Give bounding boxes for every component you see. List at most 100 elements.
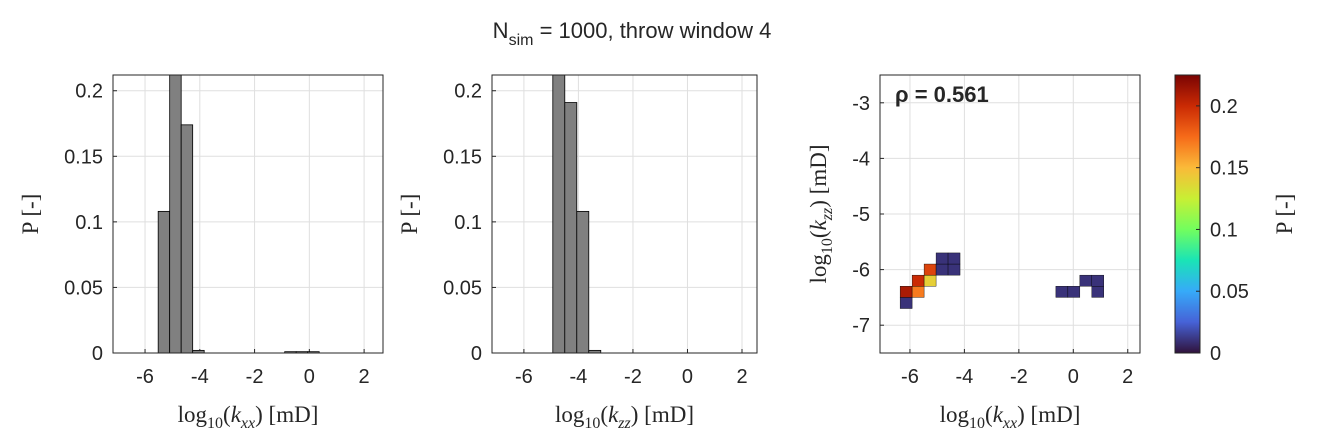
bar	[180, 124, 194, 353]
label-part: ) [mD]	[1017, 402, 1080, 427]
plot-area	[552, 75, 602, 353]
y-tick-label: -3	[852, 93, 870, 115]
label-part: zz	[617, 415, 631, 432]
y-tick-label: 0	[471, 343, 482, 365]
x-tick-label: -4	[955, 366, 973, 388]
label-part: 10	[584, 415, 600, 432]
x-tick-label: -4	[570, 366, 588, 388]
heatmap-cell	[911, 274, 925, 287]
y-tick-label: 0.05	[64, 277, 103, 299]
plot-area	[157, 75, 320, 353]
label-part: 10	[969, 415, 985, 432]
y-tick-label: -4	[852, 148, 870, 170]
x-tick-label: 2	[736, 366, 747, 388]
heatmap-cell	[1091, 274, 1104, 287]
title-sub: sim	[509, 32, 534, 49]
x-tick-label: 2	[1122, 366, 1133, 388]
colorbar-tick-label: 0	[1210, 343, 1221, 365]
heatmap-cell	[899, 297, 913, 309]
y-axis-label: P [-]	[18, 194, 43, 235]
bar	[576, 210, 590, 353]
colorbar-tick-label: 0.05	[1210, 281, 1249, 303]
label-part: xx	[1002, 415, 1017, 432]
heatmap-cell	[911, 286, 925, 298]
heatmap-cell	[947, 263, 961, 276]
label-part: xx	[240, 415, 255, 432]
label-part: ) [mD]	[806, 145, 831, 208]
bar	[564, 102, 578, 353]
x-tick-label: -6	[901, 366, 919, 388]
heatmap-cell	[1055, 286, 1069, 298]
heatmap-cell	[923, 263, 937, 276]
x-tick-label: 0	[1068, 366, 1079, 388]
label-part: log	[555, 402, 585, 427]
label-part: 10	[207, 415, 223, 432]
heatmap-cell	[923, 274, 937, 287]
label-part: k	[608, 402, 619, 427]
bar	[157, 210, 171, 353]
y-tick-label: 0	[92, 343, 103, 365]
label-part: ) [mD]	[631, 402, 694, 427]
axis-label: log10(kzz) [mD]	[806, 145, 836, 284]
x-tick-label: -2	[624, 366, 642, 388]
x-tick-label: -2	[246, 366, 264, 388]
axes-background	[113, 75, 383, 353]
x-tick-label: 0	[304, 366, 315, 388]
bar	[552, 75, 566, 353]
label-part: zz	[819, 207, 836, 221]
y-tick-label: 0.15	[64, 146, 103, 168]
x-tick-label: 0	[682, 366, 693, 388]
y-tick-label: 0.05	[443, 277, 482, 299]
axes-background	[492, 75, 757, 353]
axis-label: log10(kxx) [mD]	[178, 402, 319, 432]
axis-label: log10(kxx) [mD]	[940, 402, 1081, 432]
label-part: k	[806, 219, 831, 230]
title-main: N	[493, 18, 509, 43]
bar	[307, 351, 320, 353]
heatmap-cell	[935, 263, 949, 276]
label-part: (	[223, 402, 231, 427]
label-part: 10	[819, 238, 836, 254]
label-part: ) [mD]	[255, 402, 318, 427]
y-tick-label: -5	[852, 204, 870, 226]
axes-box	[491, 74, 758, 354]
x-tick-label: -6	[136, 366, 154, 388]
label-part: k	[993, 402, 1004, 427]
heatmap-cell	[1091, 286, 1104, 298]
colorbar-label: P [-]	[1272, 194, 1297, 235]
y-tick-label: -7	[852, 315, 870, 337]
y-tick-label: 0.1	[75, 212, 103, 234]
label-part: (	[806, 230, 831, 238]
label-part: k	[231, 402, 242, 427]
heatmap-cell	[1067, 286, 1081, 298]
colorbar	[1174, 74, 1201, 354]
y-tick-label: 0.2	[75, 81, 103, 103]
y-tick-label: 0.1	[454, 212, 482, 234]
x-tick-label: -2	[1010, 366, 1028, 388]
y-tick-label: 0.15	[443, 146, 482, 168]
y-tick-label: 0.2	[454, 81, 482, 103]
colorbar-tick-label: 0.2	[1210, 96, 1238, 118]
x-tick-label: -4	[191, 366, 209, 388]
label-part: (	[985, 402, 993, 427]
colorbar-tick-label: 0.1	[1210, 219, 1238, 241]
axis-label: log10(kzz) [mD]	[555, 402, 694, 432]
heatmap-cell	[935, 252, 949, 265]
colorbar-tick-label: 0.15	[1210, 158, 1249, 180]
heatmap-cell	[947, 252, 961, 265]
plot-area	[899, 252, 1104, 309]
label-part: log	[806, 254, 831, 284]
axes-box	[112, 74, 384, 354]
title-rest: = 1000, throw window 4	[533, 18, 771, 43]
figure-title: Nsim = 1000, throw window 4	[493, 18, 772, 49]
annotation: ρ = 0.561	[895, 82, 989, 107]
heatmap-cell	[899, 286, 913, 298]
y-tick-label: -6	[852, 260, 870, 282]
x-tick-label: 2	[359, 366, 370, 388]
y-axis-label: P [-]	[397, 194, 422, 235]
x-tick-label: -6	[515, 366, 533, 388]
bar	[169, 75, 182, 353]
axes-box	[879, 74, 1141, 354]
